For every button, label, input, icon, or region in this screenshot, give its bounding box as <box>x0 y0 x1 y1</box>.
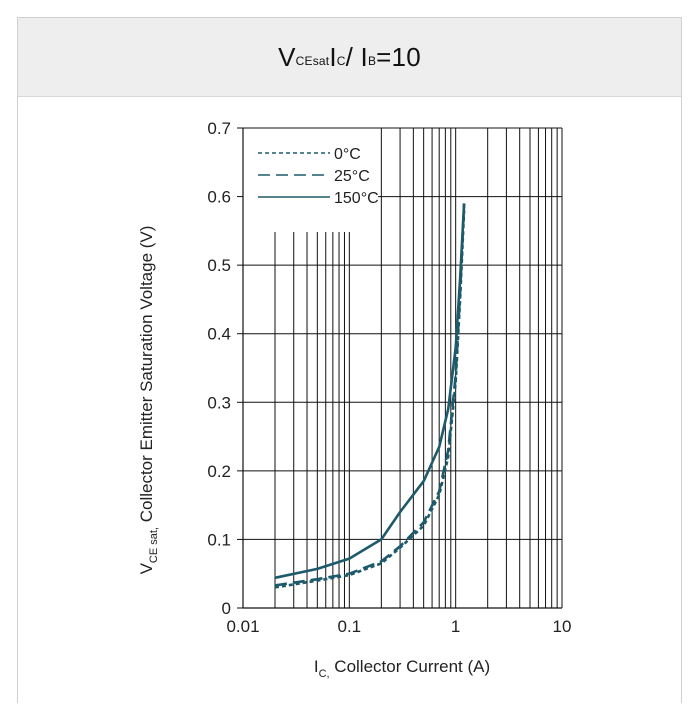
x-tick-label: 0.01 <box>226 617 259 636</box>
legend: 0°C 25°C 150°C <box>258 146 379 207</box>
legend-label: 0°C <box>334 146 361 163</box>
y-tick-label: 0.1 <box>207 530 231 549</box>
tick-labels: 0.01 0.1 1 10 0 0.1 0.2 0.3 0.4 0.5 0.6 0.7 <box>207 119 571 636</box>
series-lines <box>274 203 466 589</box>
series-line-150C <box>274 203 466 580</box>
series-line-0C <box>274 210 466 589</box>
y-tick-label: 0.6 <box>207 188 231 207</box>
axis-labels: IC, Collector Current (A) VCE sat, Collec… <box>137 226 490 680</box>
y-axis-label: VCE sat, Collector Emitter Saturation Vo… <box>137 226 160 575</box>
title-sub-b: B <box>367 54 377 68</box>
y-tick-label: 0.4 <box>207 325 231 344</box>
title-v: V <box>278 41 296 72</box>
y-tick-label: 0 <box>222 599 231 618</box>
y-tick-label: 0.2 <box>207 462 231 481</box>
legend-label: 150°C <box>334 190 379 207</box>
axes <box>237 127 563 609</box>
series-line-25C <box>274 203 466 587</box>
legend-label: 25°C <box>334 168 370 185</box>
x-axis-label: IC, Collector Current (A) <box>314 657 490 680</box>
x-tick-label: 1 <box>451 617 460 636</box>
y-tick-label: 0.3 <box>207 393 231 412</box>
title-slash-i: / I <box>345 41 368 72</box>
grid <box>243 128 562 608</box>
title-sub-cesat: CEsat <box>295 54 330 68</box>
title-i: I <box>329 41 337 72</box>
title-sub-c: C <box>336 54 346 68</box>
x-tick-label: 0.1 <box>338 617 362 636</box>
y-tick-label: 0.5 <box>207 256 231 275</box>
y-tick-label: 0.7 <box>207 119 231 138</box>
title-ratio: =10 <box>376 41 421 72</box>
x-tick-label: 10 <box>553 617 572 636</box>
